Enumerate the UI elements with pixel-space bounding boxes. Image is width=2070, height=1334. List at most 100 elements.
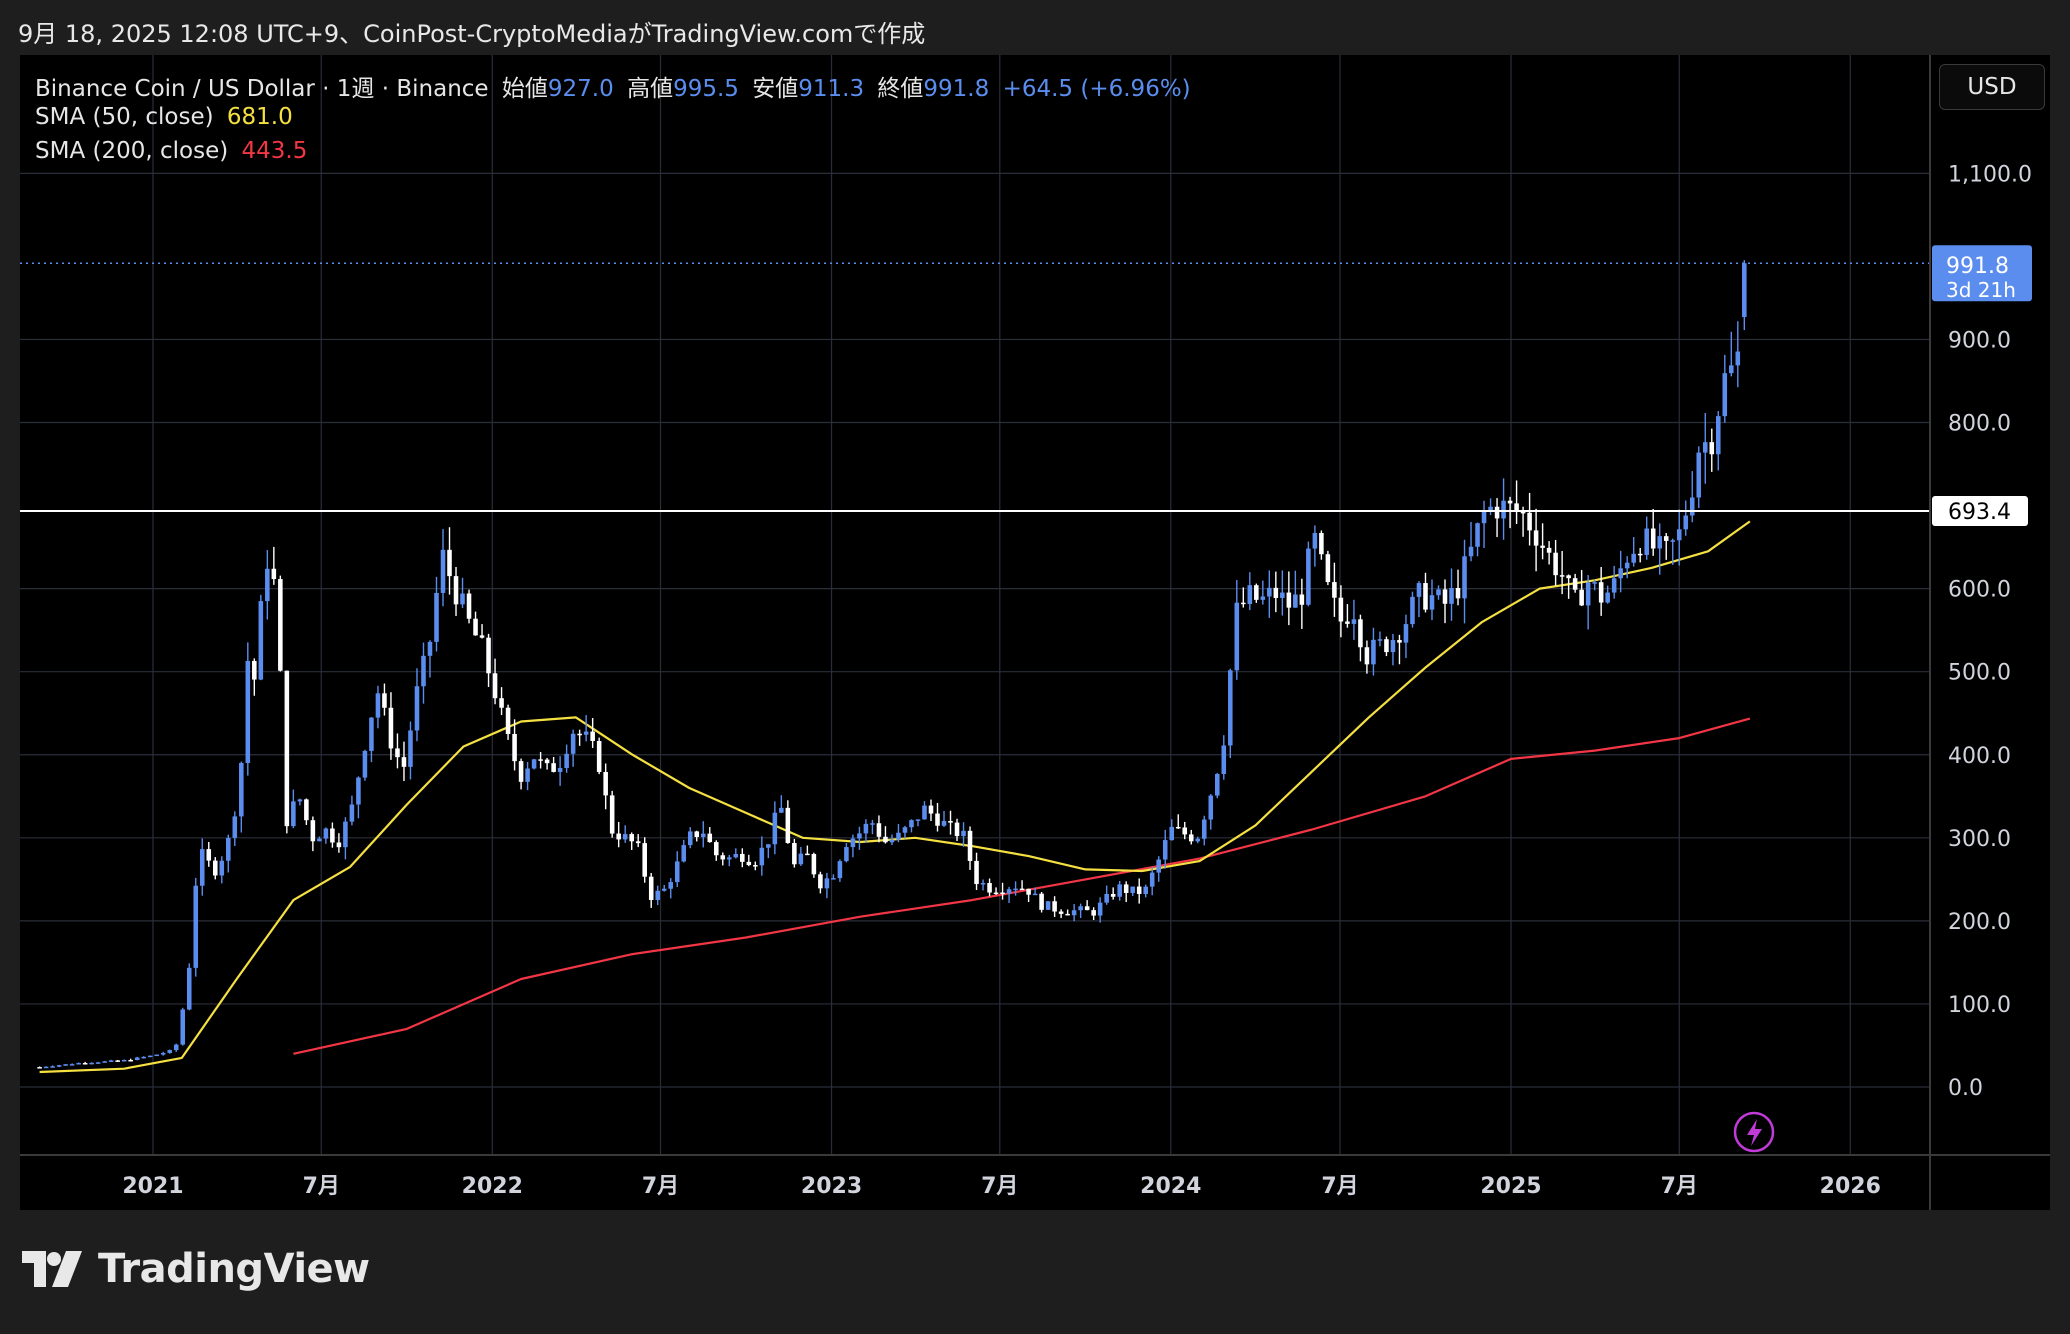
lightning-icon[interactable] bbox=[1733, 1111, 1775, 1153]
candle-body bbox=[1559, 575, 1565, 577]
candle-body bbox=[987, 882, 992, 893]
candle-body bbox=[1592, 582, 1597, 584]
candle-body bbox=[980, 882, 986, 885]
candle-body bbox=[505, 707, 511, 734]
high-label: 高値 bbox=[627, 76, 674, 102]
candle-body bbox=[395, 748, 400, 758]
candle-body bbox=[525, 768, 530, 782]
candle-body bbox=[1585, 582, 1591, 606]
candle-body bbox=[538, 759, 543, 761]
candle-body bbox=[876, 823, 882, 837]
candle-body bbox=[1377, 639, 1383, 641]
candle-body bbox=[831, 878, 836, 880]
candle-body bbox=[1221, 745, 1227, 775]
candle-body bbox=[577, 733, 582, 736]
y-tick-label: 0.0 bbox=[1948, 1076, 1983, 1101]
y-tick-label: 900.0 bbox=[1948, 328, 2011, 353]
candle-body bbox=[1143, 886, 1148, 894]
x-tick-label: 2021 bbox=[122, 1174, 183, 1199]
candle-body bbox=[824, 878, 830, 889]
candle-body bbox=[1260, 596, 1266, 600]
candle-body bbox=[271, 568, 277, 580]
candle-body bbox=[883, 836, 888, 843]
candle-body bbox=[544, 759, 550, 764]
candle-body bbox=[590, 731, 595, 741]
candle-body bbox=[1241, 602, 1246, 605]
candle-body bbox=[551, 763, 556, 772]
candle-body bbox=[173, 1044, 179, 1051]
candle-body bbox=[323, 828, 329, 839]
candle-body bbox=[1286, 592, 1292, 608]
candle-body bbox=[375, 693, 381, 718]
candle-body bbox=[492, 673, 498, 699]
sma200-path bbox=[293, 717, 1751, 1055]
candle-body bbox=[349, 804, 355, 822]
candle-body bbox=[1130, 886, 1135, 893]
candle-body bbox=[531, 759, 537, 769]
candle-body bbox=[473, 618, 478, 636]
last-price-label: 991.8 bbox=[1946, 254, 2009, 279]
candle-body bbox=[1013, 888, 1018, 891]
sma50-legend[interactable]: SMA (50, close) 681.0 bbox=[35, 104, 299, 130]
candle-body bbox=[1540, 545, 1545, 548]
candle-body bbox=[1175, 826, 1181, 829]
candle-body bbox=[1097, 902, 1103, 916]
candle-body bbox=[805, 853, 810, 856]
grid-lines bbox=[20, 55, 1930, 1155]
candle-body bbox=[1520, 511, 1526, 514]
candle-body bbox=[1709, 442, 1715, 455]
candle-body bbox=[1494, 506, 1500, 519]
candle-body bbox=[941, 821, 947, 826]
candle-body bbox=[1280, 592, 1285, 598]
price-overlays: 693.4 991.83d 21h bbox=[20, 245, 2032, 1153]
candle-body bbox=[902, 827, 908, 833]
candle-body bbox=[1299, 594, 1305, 605]
y-tick-label: 300.0 bbox=[1948, 827, 2011, 852]
symbol-legend: Binance Coin / US Dollar · 1週 · Binance … bbox=[35, 69, 1197, 103]
candle-body bbox=[466, 593, 472, 619]
candle-body bbox=[1403, 624, 1409, 643]
candle-body bbox=[154, 1054, 159, 1057]
candle-body bbox=[69, 1064, 75, 1066]
candle-body bbox=[89, 1062, 94, 1065]
candle-body bbox=[733, 853, 739, 858]
candle-body bbox=[1650, 528, 1656, 549]
candle-body bbox=[857, 833, 862, 839]
chart-frame[interactable]: 693.4 991.8 3d 21h 1,100.0 900.0 800.0 600.0 5… bbox=[20, 55, 2050, 1210]
candle-body bbox=[557, 767, 563, 772]
candle-body bbox=[889, 839, 895, 843]
candle-body bbox=[694, 831, 700, 837]
candle-body bbox=[219, 860, 225, 876]
candle-body bbox=[766, 844, 771, 848]
candle-body bbox=[440, 549, 446, 593]
candle-body bbox=[714, 842, 719, 856]
sma200-legend[interactable]: SMA (200, close) 443.5 bbox=[35, 138, 313, 164]
candle-body bbox=[382, 693, 387, 708]
candle-body bbox=[102, 1061, 107, 1063]
candle-body bbox=[212, 860, 218, 876]
y-tick-label: 1,100.0 bbox=[1948, 162, 2032, 187]
candle-body bbox=[226, 837, 231, 861]
candle-body bbox=[1019, 888, 1025, 891]
candle-body bbox=[1553, 552, 1558, 576]
candle-body bbox=[1546, 547, 1552, 553]
candle-body bbox=[1566, 575, 1571, 579]
candle-body bbox=[1624, 562, 1630, 569]
candle-body bbox=[1742, 263, 1747, 318]
x-tick-label: 7月 bbox=[1661, 1174, 1698, 1199]
candle-body bbox=[1104, 893, 1109, 903]
candle-body bbox=[121, 1059, 127, 1062]
close-label: 終値 bbox=[877, 76, 924, 102]
high-value: 995.5 bbox=[673, 76, 739, 102]
candle-body bbox=[479, 635, 485, 638]
candle-body bbox=[753, 865, 758, 867]
candle-body bbox=[1136, 886, 1142, 894]
candle-body bbox=[570, 733, 576, 754]
x-tick-label: 7月 bbox=[642, 1174, 679, 1199]
candle-body bbox=[199, 849, 205, 886]
currency-button[interactable]: USD bbox=[1939, 64, 2045, 110]
candle-body bbox=[362, 750, 368, 778]
candle-body bbox=[915, 819, 921, 821]
x-tick-label: 2022 bbox=[462, 1174, 523, 1199]
